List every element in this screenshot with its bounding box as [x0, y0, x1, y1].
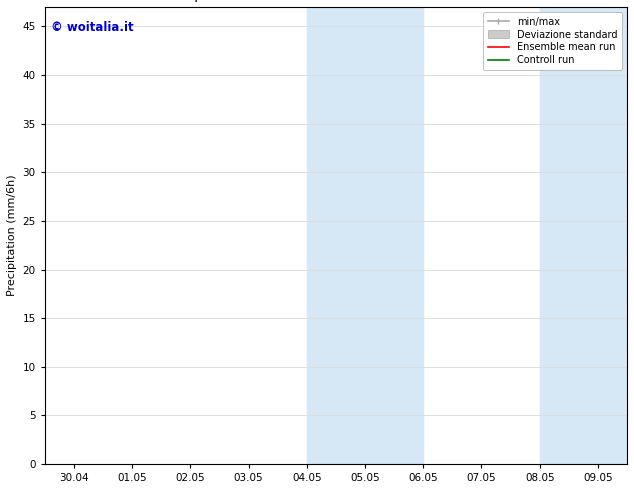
Legend: min/max, Deviazione standard, Ensemble mean run, Controll run: min/max, Deviazione standard, Ensemble m… — [483, 12, 622, 70]
Text: © woitalia.it: © woitalia.it — [51, 21, 133, 34]
Y-axis label: Precipitation (mm/6h): Precipitation (mm/6h) — [7, 174, 17, 296]
Text: ENS Time Series Aeroporto di Roma-Fiumicino: ENS Time Series Aeroporto di Roma-Fiumic… — [45, 0, 363, 2]
Bar — [540, 7, 627, 464]
Text: lun. 29.04.2024 15 UTC: lun. 29.04.2024 15 UTC — [458, 0, 621, 2]
Bar — [307, 7, 424, 464]
